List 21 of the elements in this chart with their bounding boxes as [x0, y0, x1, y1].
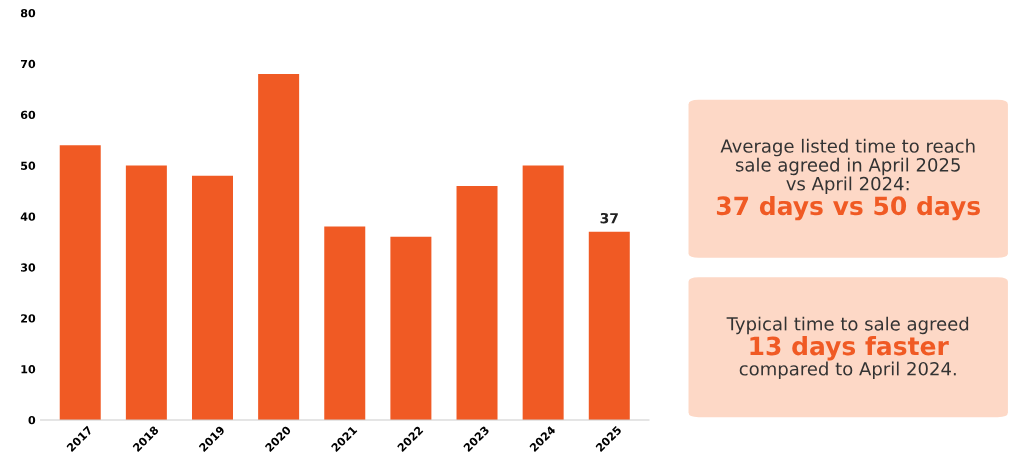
y-tick-label: 20: [21, 314, 36, 323]
data-label: 37: [600, 212, 618, 224]
bar: [522, 165, 564, 420]
bar: [125, 165, 167, 420]
bar: [456, 185, 498, 420]
bar: [258, 73, 300, 420]
y-tick-label: 60: [20, 110, 36, 120]
y-tick-label: 10: [21, 365, 36, 374]
bar: [390, 236, 432, 420]
y-tick-label: 40: [20, 212, 36, 221]
y-tick-label: 70: [20, 59, 36, 69]
bar: [588, 231, 630, 420]
text: Average listed time to reach sale agreed in April 2025 vs April 2024: 37 days vs 50 days: [716, 138, 980, 221]
text: Typical time to sale agreed 13 days faster compared to April 2024.: [726, 316, 969, 380]
y-tick-label: 30: [20, 263, 36, 272]
bar: [192, 175, 233, 420]
y-tick-label: 80: [20, 8, 36, 18]
bar: [324, 226, 366, 420]
bar: [59, 145, 101, 420]
y-tick-label: 50: [21, 161, 36, 170]
y-tick-label: 0: [28, 415, 36, 425]
